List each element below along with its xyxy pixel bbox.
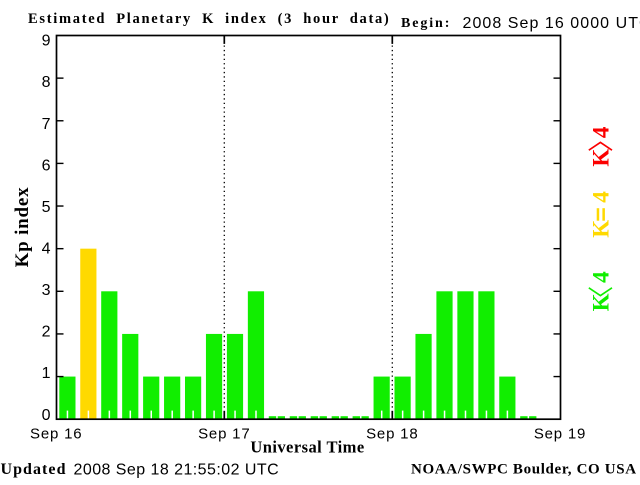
svg-text:1: 1 bbox=[42, 365, 51, 382]
svg-text:4: 4 bbox=[42, 240, 51, 257]
svg-text:Universal Time: Universal Time bbox=[250, 438, 364, 457]
svg-text:NOAA/SWPC Boulder, CO USA: NOAA/SWPC Boulder, CO USA bbox=[411, 462, 637, 478]
svg-text:4: 4 bbox=[589, 191, 614, 203]
svg-text:2008 Sep 16 0000 UTC: 2008 Sep 16 0000 UTC bbox=[463, 15, 640, 32]
svg-text:2008 Sep 18 21:55:02 UTC: 2008 Sep 18 21:55:02 UTC bbox=[74, 461, 280, 478]
svg-text:9: 9 bbox=[42, 33, 51, 50]
svg-text:8: 8 bbox=[42, 74, 51, 91]
svg-text:0: 0 bbox=[42, 407, 51, 424]
svg-text:K: K bbox=[589, 293, 614, 311]
svg-text:3: 3 bbox=[42, 282, 51, 299]
svg-text:Begin:: Begin: bbox=[401, 16, 451, 31]
svg-text:Sep 16: Sep 16 bbox=[30, 425, 82, 442]
svg-text:Kp index: Kp index bbox=[12, 187, 33, 268]
svg-text:6: 6 bbox=[42, 157, 51, 174]
svg-text:K: K bbox=[589, 220, 614, 238]
svg-text:2: 2 bbox=[42, 324, 51, 341]
svg-text:Sep 19: Sep 19 bbox=[534, 425, 586, 442]
svg-text:Sep 18: Sep 18 bbox=[366, 425, 418, 442]
svg-text:Sep 17: Sep 17 bbox=[198, 425, 250, 442]
svg-text:7: 7 bbox=[42, 116, 51, 133]
svg-text:5: 5 bbox=[42, 199, 51, 216]
svg-text:4: 4 bbox=[589, 126, 614, 138]
svg-text:Estimated Planetary K index (3: Estimated Planetary K index (3 hour data… bbox=[28, 11, 390, 27]
svg-text:Updated: Updated bbox=[1, 461, 67, 478]
svg-text:4: 4 bbox=[589, 271, 614, 283]
svg-text:K: K bbox=[589, 149, 614, 167]
